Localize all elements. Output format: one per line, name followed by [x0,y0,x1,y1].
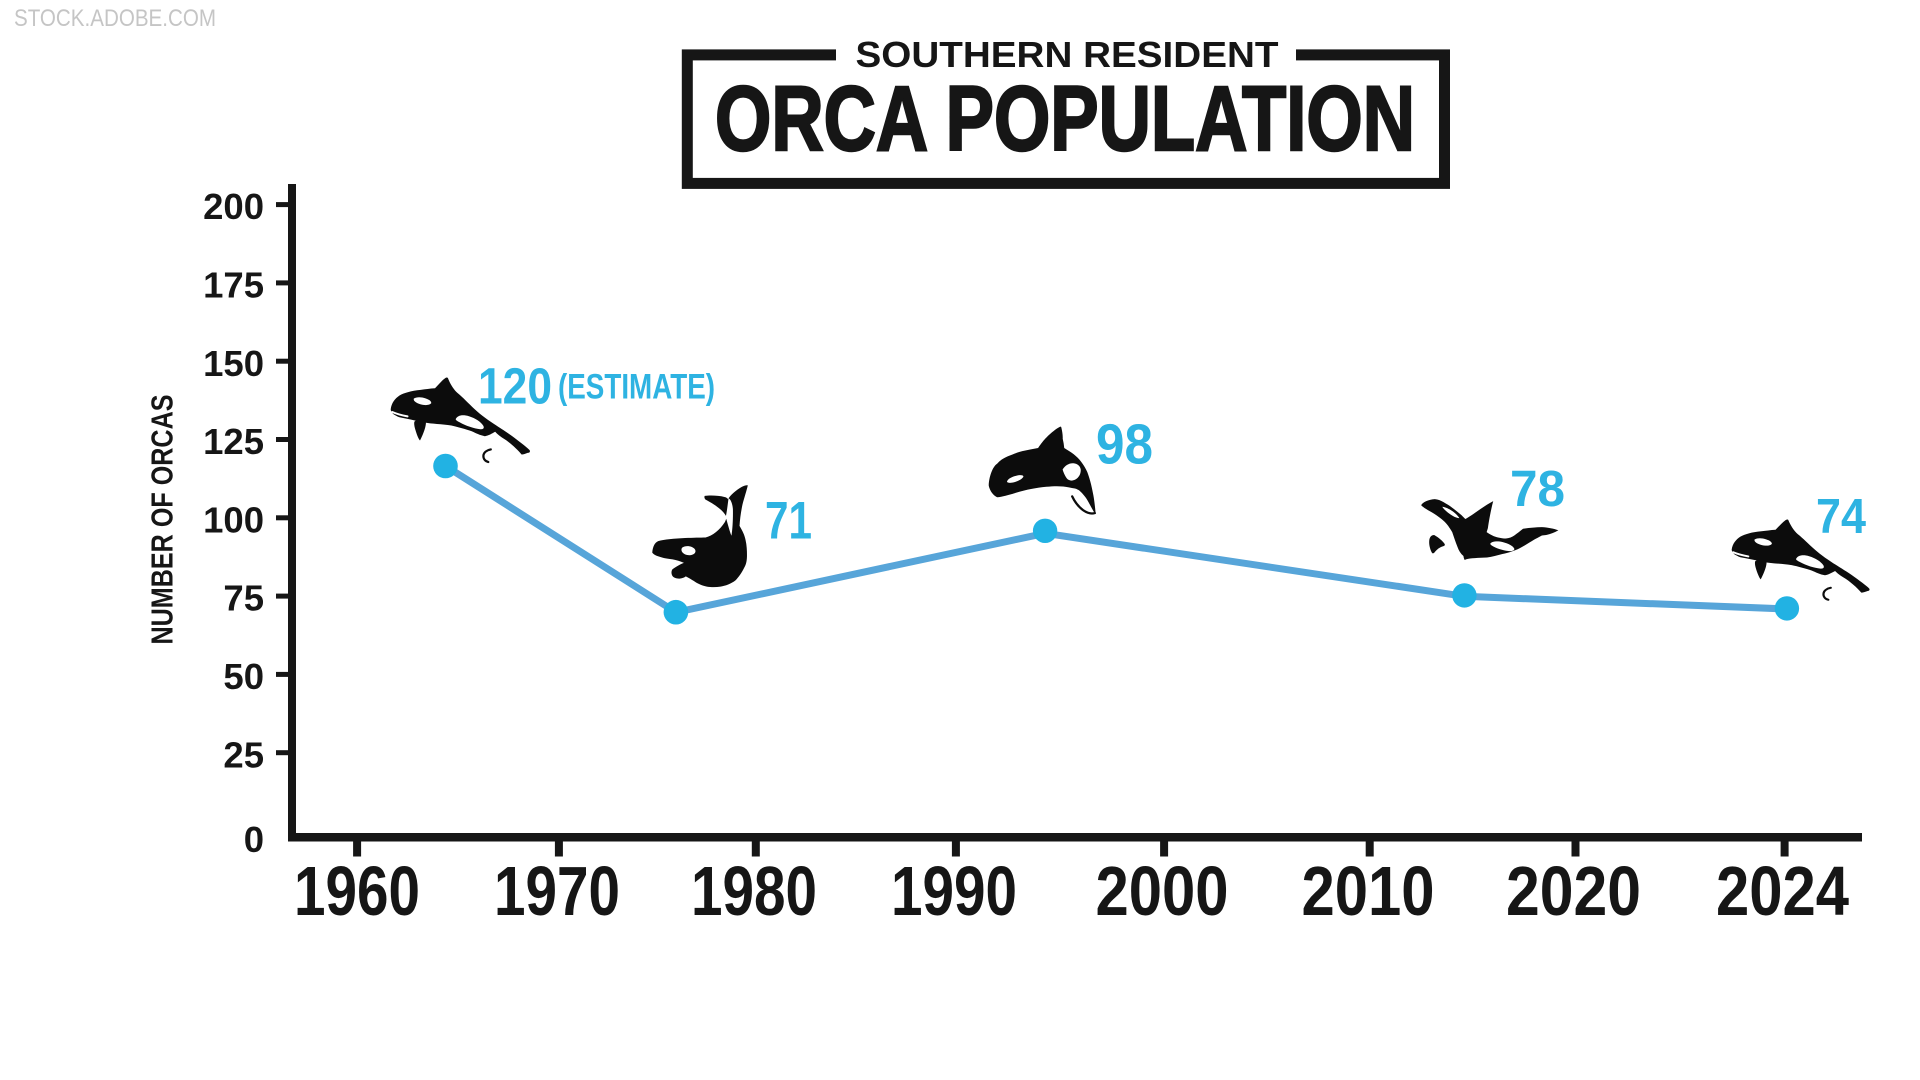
svg-text:50: 50 [223,656,264,697]
svg-text:NUMBER OF ORCAS: NUMBER OF ORCAS [145,395,180,645]
svg-text:(ESTIMATE): (ESTIMATE) [558,367,715,407]
svg-text:STOCK.ADOBE.COM: STOCK.ADOBE.COM [14,5,216,32]
svg-text:2000: 2000 [1096,852,1229,930]
svg-text:2020: 2020 [1506,852,1641,930]
svg-text:0: 0 [244,819,264,860]
svg-text:SOUTHERN RESIDENT: SOUTHERN RESIDENT [856,34,1279,75]
svg-text:25: 25 [223,734,264,775]
svg-text:1990: 1990 [891,852,1017,930]
svg-text:200: 200 [203,186,264,227]
svg-text:74: 74 [1816,489,1866,544]
svg-text:150: 150 [203,343,264,384]
svg-text:2010: 2010 [1302,852,1435,930]
svg-text:1960: 1960 [294,852,420,930]
svg-text:75: 75 [223,578,264,619]
svg-text:78: 78 [1510,460,1565,517]
svg-text:100: 100 [203,499,264,540]
svg-text:ORCA POPULATION: ORCA POPULATION [715,68,1415,170]
svg-text:1970: 1970 [494,852,620,930]
svg-text:120: 120 [478,357,552,414]
svg-text:98: 98 [1096,412,1153,476]
svg-text:175: 175 [203,265,264,306]
svg-text:2024: 2024 [1716,852,1849,930]
svg-text:1980: 1980 [691,852,817,930]
svg-text:125: 125 [203,421,264,462]
svg-text:71: 71 [765,492,812,551]
